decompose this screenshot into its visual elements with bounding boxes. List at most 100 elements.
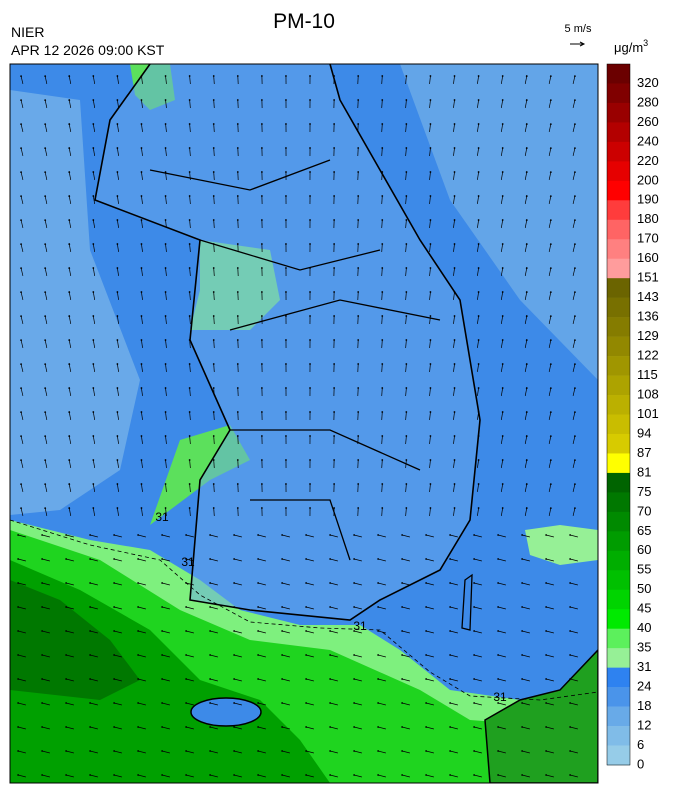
wind-arrow-head bbox=[569, 558, 571, 560]
wind-arrow-head bbox=[545, 654, 547, 656]
wind-arrow-head bbox=[20, 483, 22, 485]
wind-arrow-head bbox=[41, 630, 43, 632]
wind-arrow-head bbox=[377, 774, 379, 776]
wind-arrow-head bbox=[285, 435, 287, 437]
wind-arrow-head bbox=[141, 75, 143, 77]
wind-arrow-head bbox=[137, 750, 139, 752]
wind-arrow-head bbox=[333, 291, 335, 293]
wind-arrow-head bbox=[185, 774, 187, 776]
wind-arrow-head bbox=[65, 726, 67, 728]
wind-arrow-head bbox=[569, 678, 571, 680]
wind-arrow-head bbox=[165, 195, 167, 197]
wind-arrow-head bbox=[309, 507, 311, 509]
wind-arrow-head bbox=[305, 558, 307, 560]
wind-arrow-head bbox=[333, 339, 335, 341]
wind-arrow-head bbox=[92, 459, 94, 461]
wind-arrow-head bbox=[357, 267, 359, 269]
wind-arrow-head bbox=[92, 123, 94, 125]
wind-arrow-head bbox=[309, 387, 311, 389]
colorbar-label: 50 bbox=[637, 581, 651, 596]
wind-arrow-head bbox=[137, 606, 139, 608]
wind-arrow-head bbox=[257, 654, 259, 656]
wind-arrow-head bbox=[189, 339, 191, 341]
wind-arrow-head bbox=[333, 195, 335, 197]
wind-arrow-head bbox=[161, 630, 163, 632]
wind-arrow-head bbox=[430, 123, 432, 125]
wind-arrow-head bbox=[550, 459, 552, 461]
wind-arrow-head bbox=[545, 630, 547, 632]
wind-arrow-head bbox=[209, 534, 211, 536]
wind-arrow-head bbox=[41, 582, 43, 584]
wind-arrow-head bbox=[189, 459, 191, 461]
wind-arrow-head bbox=[521, 702, 523, 704]
wind-arrow-head bbox=[237, 219, 239, 221]
colorbar-label: 260 bbox=[637, 114, 659, 129]
wind-arrow-head bbox=[381, 339, 383, 341]
wind-arrow-head bbox=[113, 678, 115, 680]
wind-arrow-head bbox=[502, 171, 504, 173]
wind-arrow-head bbox=[545, 558, 547, 560]
wind-arrow-head bbox=[237, 99, 239, 101]
wind-arrow-head bbox=[185, 678, 187, 680]
wind-arrow-head bbox=[305, 702, 307, 704]
colorbar-box bbox=[607, 122, 630, 142]
wind-arrow-head bbox=[137, 654, 139, 656]
wind-arrow-head bbox=[574, 387, 576, 389]
wind-arrow-head bbox=[137, 678, 139, 680]
wind-arrow-head bbox=[237, 291, 239, 293]
colorbar-box bbox=[607, 395, 630, 415]
contour-label: 31 bbox=[493, 690, 507, 704]
wind-arrow-head bbox=[574, 315, 576, 317]
wind-arrow-head bbox=[569, 630, 571, 632]
wind-arrow-head bbox=[89, 750, 91, 752]
wind-arrow-head bbox=[17, 534, 19, 536]
colorbar-box bbox=[607, 687, 630, 707]
wind-arrow-head bbox=[473, 534, 475, 536]
wind-arrow-head bbox=[357, 171, 359, 173]
wind-arrow-head bbox=[497, 606, 499, 608]
wind-arrow-head bbox=[353, 774, 355, 776]
wind-arrow-head bbox=[329, 630, 331, 632]
wind-arrow-head bbox=[285, 483, 287, 485]
colorbar-label: 151 bbox=[637, 270, 659, 285]
wind-arrow-head bbox=[165, 363, 167, 365]
wind-arrow-head bbox=[285, 507, 287, 509]
wind-arrow-head bbox=[116, 411, 118, 413]
wind-arrow-head bbox=[89, 630, 91, 632]
wind-arrow-head bbox=[526, 315, 528, 317]
wind-arrow-head bbox=[521, 606, 523, 608]
colorbar-box bbox=[607, 220, 630, 240]
wind-arrow-head bbox=[285, 291, 287, 293]
colorbar-label: 108 bbox=[637, 386, 659, 401]
wind-arrow-head bbox=[526, 363, 528, 365]
wind-arrow-head bbox=[454, 339, 456, 341]
colorbar-label: 320 bbox=[637, 75, 659, 90]
wind-arrow-head bbox=[305, 582, 307, 584]
wind-arrow-head bbox=[521, 750, 523, 752]
wind-arrow-head bbox=[237, 75, 239, 77]
wind-arrow-head bbox=[569, 534, 571, 536]
wind-arrow-head bbox=[305, 534, 307, 536]
wind-arrow-head bbox=[44, 339, 46, 341]
wind-arrow-head bbox=[526, 483, 528, 485]
wind-arrow-head bbox=[526, 147, 528, 149]
colorbar-label: 55 bbox=[637, 562, 651, 577]
wind-arrow-head bbox=[329, 750, 331, 752]
wind-arrow-head bbox=[357, 147, 359, 149]
wind-arrow-head bbox=[357, 363, 359, 365]
wind-arrow-head bbox=[569, 726, 571, 728]
wind-arrow-head bbox=[521, 582, 523, 584]
wind-arrow-head bbox=[261, 459, 263, 461]
wind-arrow-head bbox=[353, 678, 355, 680]
wind-arrow-head bbox=[261, 411, 263, 413]
colorbar-box bbox=[607, 531, 630, 551]
wind-arrow-head bbox=[574, 483, 576, 485]
wind-arrow-head bbox=[20, 291, 22, 293]
wind-arrow-head bbox=[209, 750, 211, 752]
wind-arrow-head bbox=[89, 654, 91, 656]
wind-arrow-head bbox=[281, 750, 283, 752]
wind-arrow-head bbox=[430, 267, 432, 269]
colorbar-box bbox=[607, 434, 630, 454]
wind-arrow-head bbox=[113, 774, 115, 776]
colorbar-label: 87 bbox=[637, 445, 651, 460]
